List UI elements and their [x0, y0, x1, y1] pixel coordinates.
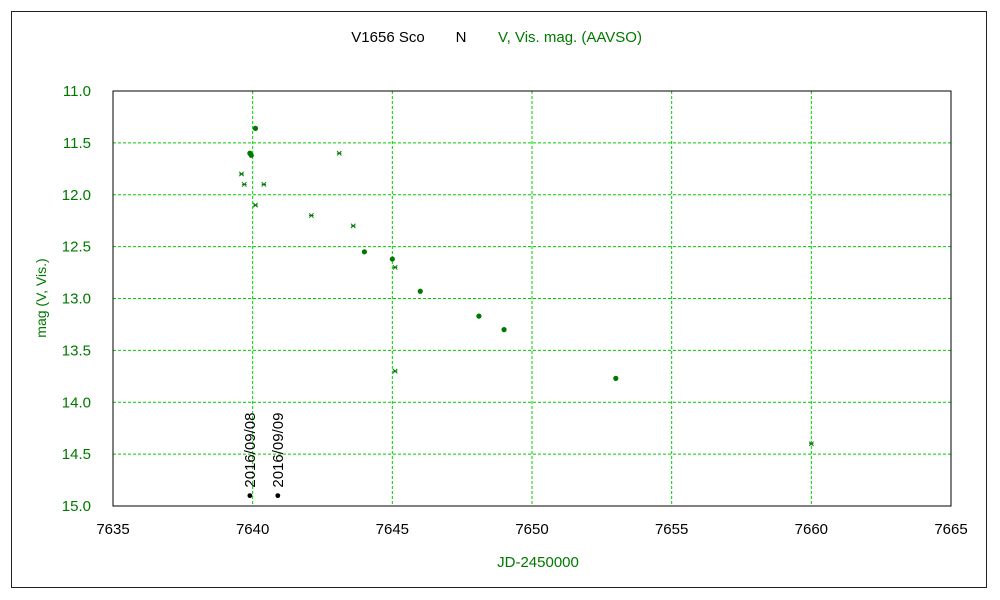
- chart-title: V1656 Sco: [351, 29, 424, 46]
- y-axis-label: mag (V, Vis.): [33, 258, 49, 337]
- data-point-v: [613, 375, 619, 381]
- grid-layer: [113, 91, 951, 506]
- x-tick-label: 7645: [376, 521, 409, 538]
- annotation-marker: [247, 493, 253, 499]
- y-tick-label: 13.0: [62, 291, 91, 308]
- data-point-vis: [238, 171, 245, 177]
- y-tick-label: 11.0: [63, 83, 91, 100]
- data-point-v: [389, 256, 395, 262]
- chart-frame: [11, 11, 987, 588]
- data-point-vis: [252, 202, 259, 208]
- y-tick-label: 12.5: [62, 239, 91, 256]
- tick-layer: 7635 7640 7645 7650 7655 7660 7665 11.0 11.5 12.0…: [62, 83, 968, 538]
- data-point-v: [361, 249, 367, 255]
- data-point-vis: [808, 441, 814, 447]
- annotation-date-label: 2016/09/09: [270, 413, 287, 488]
- data-point-vis: [392, 264, 398, 270]
- plot-area: [112, 90, 952, 507]
- y-tick-label: 14.5: [62, 446, 91, 463]
- chart-subtitle-series: V, Vis. mag. (AAVSO): [498, 29, 642, 46]
- x-tick-label: 7650: [515, 521, 548, 538]
- annotation-layer: 2016/09/08 2016/09/09: [242, 413, 287, 499]
- data-point-vis: [392, 368, 398, 374]
- marks-layer: [238, 125, 814, 447]
- y-tick-label: 11.5: [63, 135, 91, 152]
- chart-subtitle-band: N: [456, 29, 467, 46]
- data-point-vis: [336, 150, 342, 156]
- y-tick-label: 14.0: [62, 394, 91, 411]
- annotation-marker: [275, 493, 281, 499]
- data-point-vis: [308, 212, 314, 219]
- x-tick-label: 7655: [655, 521, 688, 538]
- x-axis-label: JD-2450000: [497, 554, 579, 571]
- data-point-v: [417, 288, 423, 294]
- data-point-vis: [261, 181, 267, 187]
- x-tick-label: 7635: [96, 521, 129, 538]
- data-point-vis: [241, 181, 247, 187]
- x-tick-label: 7665: [934, 521, 967, 538]
- y-tick-label: 13.5: [62, 342, 91, 359]
- data-point-v: [252, 125, 259, 131]
- data-point-vis: [350, 223, 356, 229]
- x-tick-label: 7660: [795, 521, 828, 538]
- data-point-v: [501, 327, 507, 333]
- y-tick-label: 12.0: [62, 187, 91, 204]
- annotation-date-label: 2016/09/08: [242, 413, 259, 488]
- y-tick-label: 15.0: [62, 498, 91, 515]
- x-tick-label: 7640: [236, 521, 269, 538]
- data-point-v: [476, 313, 482, 319]
- data-point-v: [248, 152, 254, 158]
